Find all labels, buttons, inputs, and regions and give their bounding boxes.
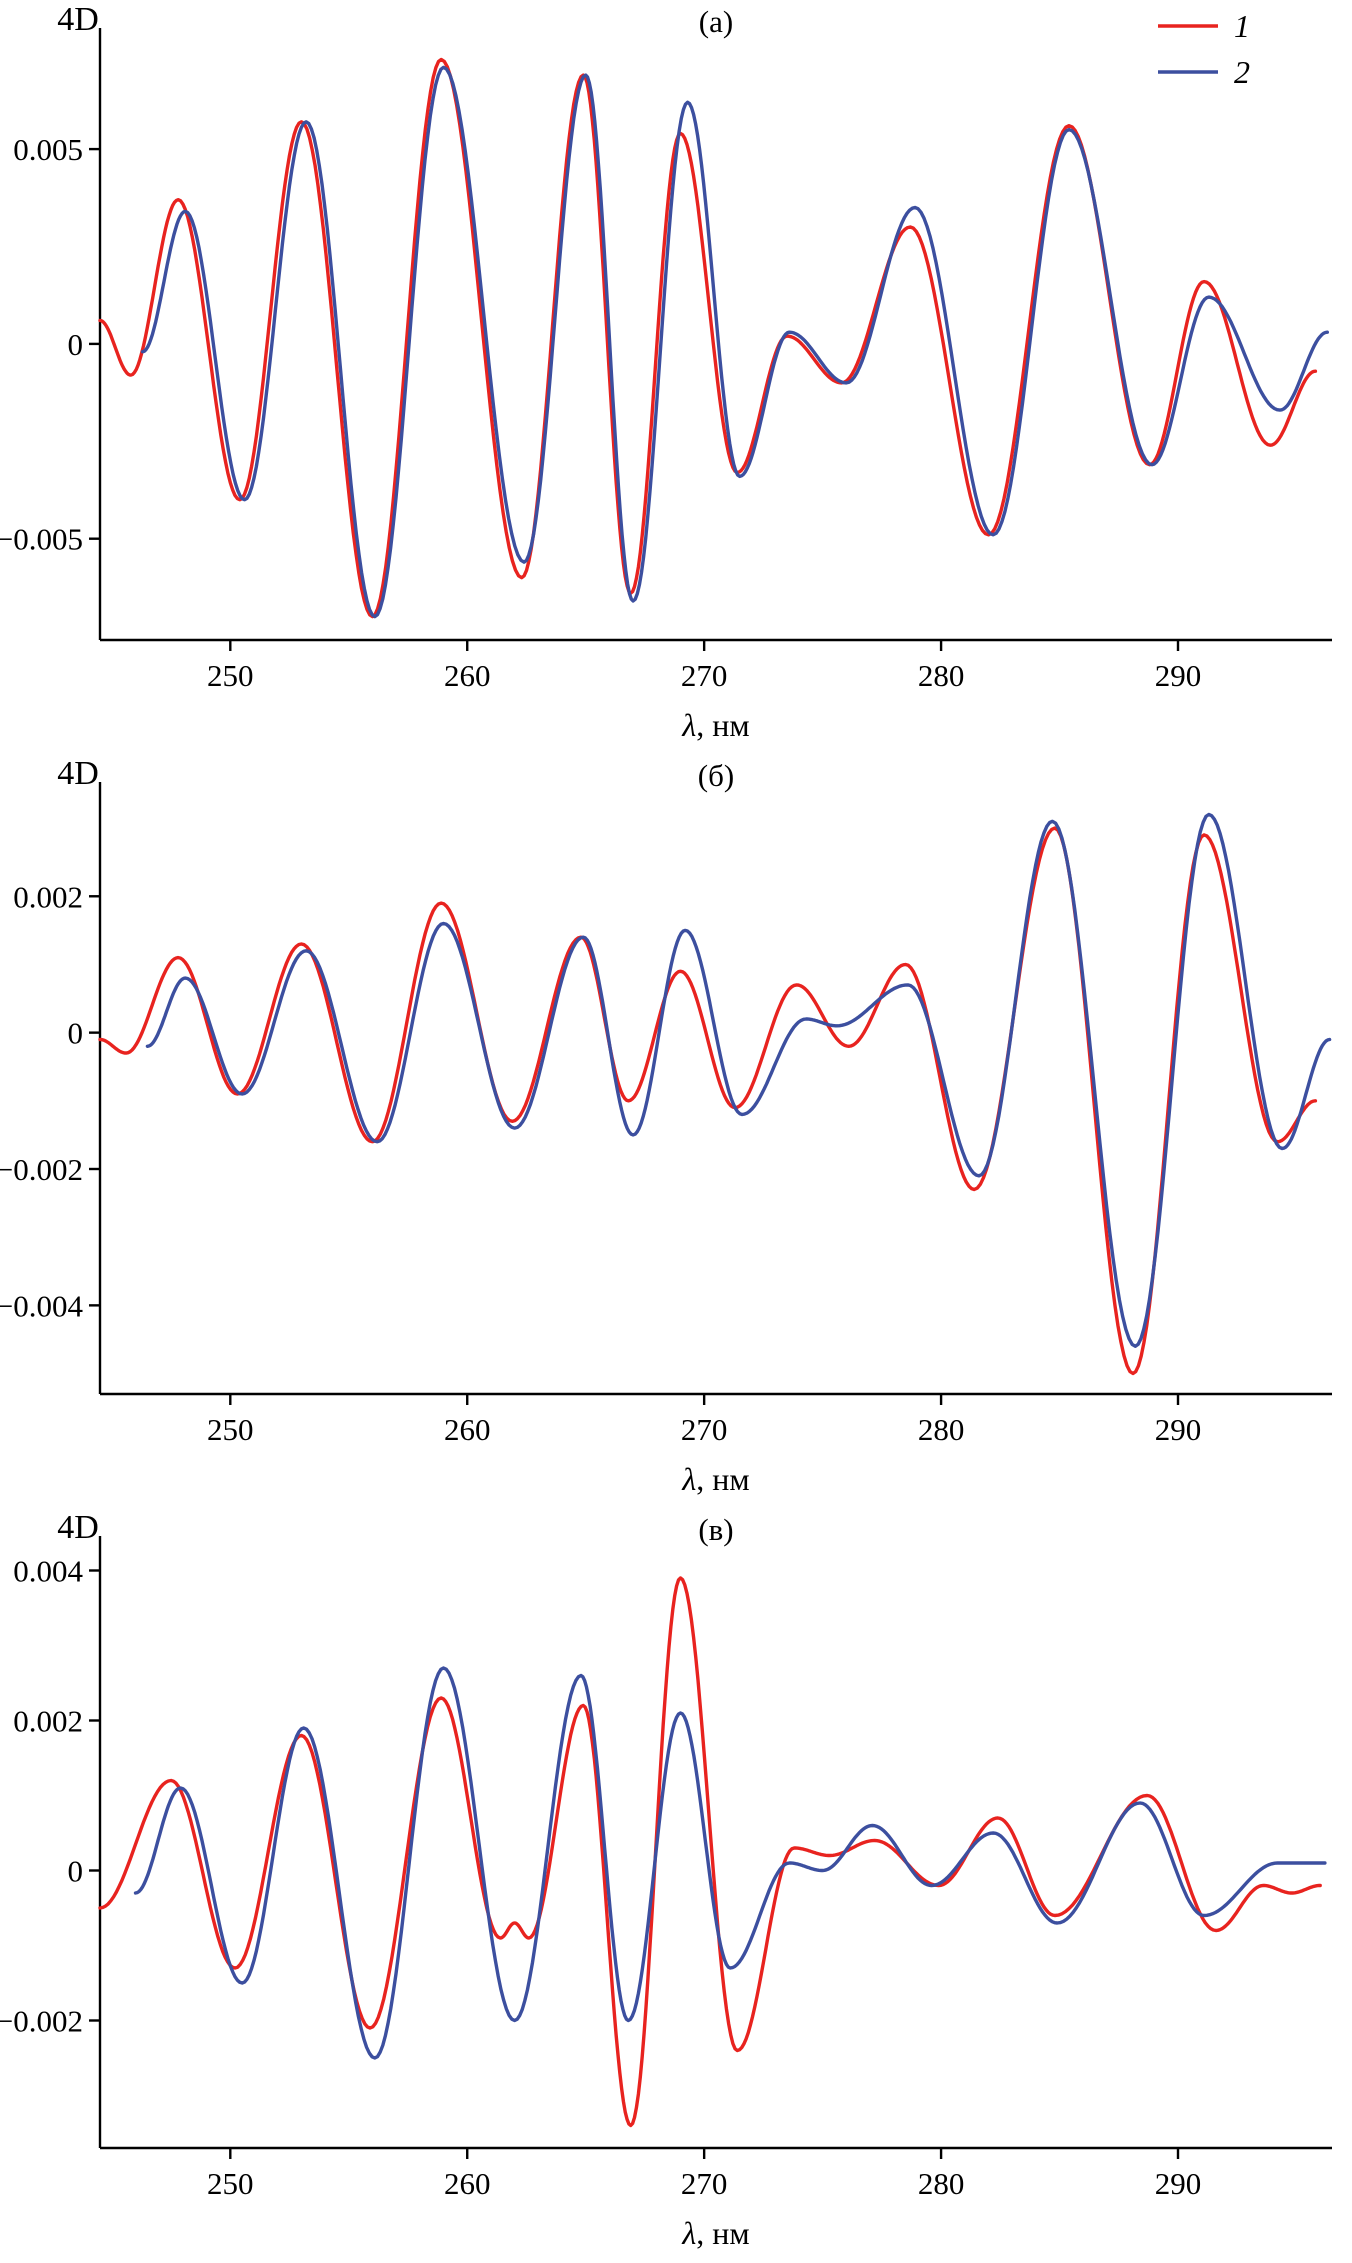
- x-tick-label: 280: [918, 1412, 965, 1447]
- x-tick-label: 270: [681, 2166, 728, 2201]
- y-axis-title: 4D: [57, 1, 99, 38]
- panel-title: (а): [699, 4, 733, 39]
- y-tick-label: 0: [68, 1854, 84, 1889]
- series-line-1: [98, 57, 1318, 619]
- legend-label-1: 1: [1234, 8, 1250, 44]
- series-line-1: [98, 826, 1318, 1376]
- x-tick-label: 290: [1155, 2166, 1202, 2201]
- y-tick-label: 0.004: [13, 1554, 83, 1589]
- x-tick-label: 270: [681, 1412, 728, 1447]
- y-tick-label: 0.005: [13, 132, 83, 167]
- y-tick-label: −0.002: [0, 1152, 83, 1187]
- y-axis-title: 4D: [57, 1509, 99, 1546]
- x-axis-title: λ, нм: [681, 2215, 749, 2251]
- series-line-1: [98, 1576, 1322, 2128]
- x-tick-label: 260: [444, 658, 491, 693]
- y-tick-label: −0.004: [0, 1288, 83, 1323]
- x-tick-label: 250: [207, 658, 254, 693]
- y-tick-label: −0.002: [0, 2004, 83, 2039]
- chart-panel-2: 250 260 270 280 290 0.004 0.002 0 −0.002 4D λ, нм (…: [0, 1509, 1332, 2251]
- x-tick-label: 290: [1155, 1412, 1202, 1447]
- y-tick-label: −0.005: [0, 522, 83, 557]
- panel-title: (б): [698, 758, 734, 793]
- x-tick-label: 250: [207, 2166, 254, 2201]
- x-tick-label: 260: [444, 1412, 491, 1447]
- y-axis-title: 4D: [57, 755, 99, 792]
- y-tick-label: 0.002: [13, 879, 83, 914]
- series-line-2: [133, 1666, 1327, 2060]
- x-tick-label: 250: [207, 1412, 254, 1447]
- y-tick-label: 0.002: [13, 1704, 83, 1739]
- x-axis-title: λ, нм: [681, 707, 749, 743]
- y-tick-label: 0: [68, 1016, 84, 1051]
- chart-panel-1: 250 260 270 280 290 0.002 0 −0.002 −0.004 4D λ, нм…: [0, 755, 1332, 1497]
- y-tick-label: 0: [68, 327, 84, 362]
- legend-label-2: 2: [1234, 54, 1250, 90]
- legend: 12: [1158, 8, 1250, 90]
- series-line-2: [140, 65, 1329, 619]
- x-axis-title: λ, нм: [681, 1461, 749, 1497]
- x-tick-label: 270: [681, 658, 728, 693]
- series-line-2: [145, 812, 1332, 1348]
- x-tick-label: 290: [1155, 658, 1202, 693]
- panel-title: (в): [698, 1512, 733, 1547]
- x-tick-label: 280: [918, 2166, 965, 2201]
- x-tick-label: 260: [444, 2166, 491, 2201]
- x-tick-label: 280: [918, 658, 965, 693]
